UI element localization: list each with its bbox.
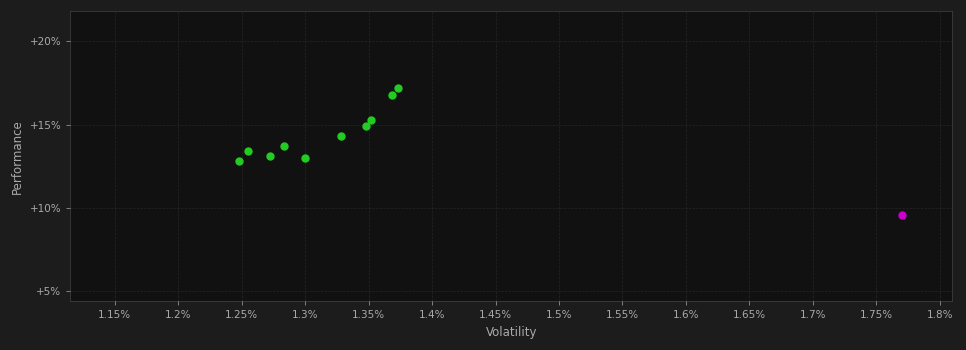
Point [241,148,256,154]
Point [363,117,379,122]
Point [333,133,349,139]
Point [384,92,399,97]
Y-axis label: Performance: Performance [12,119,24,194]
Point [894,212,909,217]
Point [262,153,277,159]
X-axis label: Volatility: Volatility [486,326,537,339]
Point [232,159,247,164]
Point [358,124,374,129]
Point [276,144,292,149]
Point [298,155,313,161]
Point [390,85,406,91]
